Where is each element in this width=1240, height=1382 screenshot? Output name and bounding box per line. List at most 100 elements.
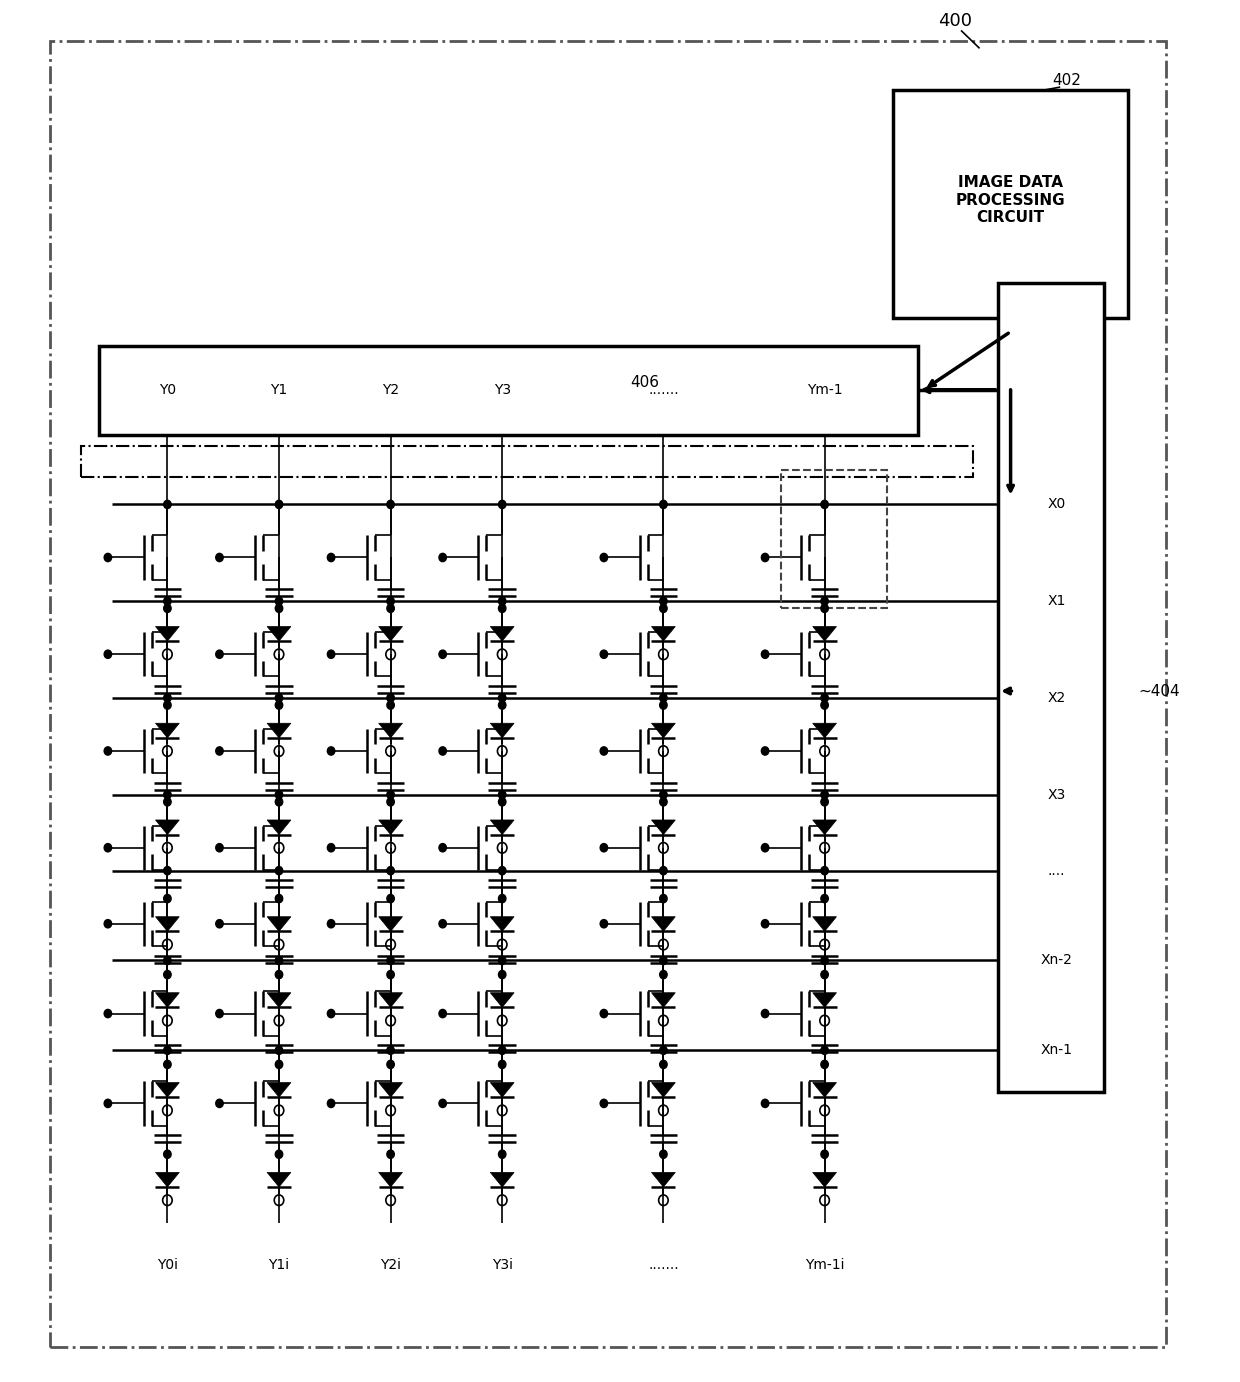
Polygon shape — [378, 992, 403, 1007]
Circle shape — [660, 597, 667, 605]
Polygon shape — [812, 1172, 837, 1187]
Circle shape — [660, 867, 667, 875]
Circle shape — [498, 604, 506, 612]
Circle shape — [439, 746, 446, 755]
Circle shape — [327, 1099, 335, 1107]
Polygon shape — [155, 1172, 180, 1187]
Circle shape — [164, 597, 171, 605]
Text: 406: 406 — [630, 376, 660, 390]
Text: Y2i: Y2i — [381, 1258, 401, 1271]
Circle shape — [275, 1046, 283, 1054]
Polygon shape — [155, 820, 180, 835]
Circle shape — [164, 956, 171, 965]
Circle shape — [821, 1060, 828, 1068]
Circle shape — [761, 843, 769, 851]
Circle shape — [164, 694, 171, 702]
Bar — [893, 90, 1128, 318]
Circle shape — [275, 694, 283, 702]
Circle shape — [275, 797, 283, 806]
Text: Xn-2: Xn-2 — [1040, 954, 1073, 967]
Circle shape — [821, 597, 828, 605]
Polygon shape — [490, 1082, 515, 1097]
Circle shape — [327, 843, 335, 851]
Polygon shape — [155, 992, 180, 1007]
Polygon shape — [378, 916, 403, 931]
Text: 402: 402 — [1052, 73, 1081, 87]
Text: Y3: Y3 — [494, 383, 511, 397]
Circle shape — [275, 791, 283, 799]
Text: Y3i: Y3i — [492, 1258, 512, 1271]
Circle shape — [660, 1150, 667, 1158]
Circle shape — [498, 694, 506, 702]
Circle shape — [104, 553, 112, 561]
Text: Xn-1: Xn-1 — [1040, 1043, 1073, 1057]
Circle shape — [387, 597, 394, 605]
Polygon shape — [651, 992, 676, 1007]
Circle shape — [216, 1009, 223, 1017]
Circle shape — [164, 701, 171, 709]
Text: Y0: Y0 — [159, 383, 176, 397]
Polygon shape — [155, 626, 180, 641]
Circle shape — [387, 970, 394, 978]
Polygon shape — [378, 820, 403, 835]
Polygon shape — [812, 626, 837, 641]
Circle shape — [660, 694, 667, 702]
Circle shape — [498, 701, 506, 709]
Circle shape — [660, 894, 667, 902]
Circle shape — [761, 1099, 769, 1107]
Polygon shape — [267, 916, 291, 931]
Text: .......: ....... — [649, 1258, 678, 1271]
Text: X3: X3 — [1048, 788, 1065, 802]
Circle shape — [104, 1009, 112, 1017]
Circle shape — [821, 894, 828, 902]
Text: X2: X2 — [1048, 691, 1065, 705]
Polygon shape — [490, 723, 515, 738]
Circle shape — [498, 1046, 506, 1054]
Polygon shape — [812, 820, 837, 835]
Circle shape — [164, 797, 171, 806]
Circle shape — [216, 919, 223, 927]
Polygon shape — [267, 626, 291, 641]
Circle shape — [327, 746, 335, 755]
Circle shape — [660, 1060, 667, 1068]
Circle shape — [439, 553, 446, 561]
Circle shape — [439, 650, 446, 658]
Circle shape — [387, 956, 394, 965]
Polygon shape — [267, 992, 291, 1007]
Circle shape — [498, 956, 506, 965]
Circle shape — [600, 553, 608, 561]
Circle shape — [821, 1046, 828, 1054]
Circle shape — [104, 919, 112, 927]
Text: X1: X1 — [1048, 594, 1065, 608]
Circle shape — [761, 1009, 769, 1017]
Circle shape — [387, 791, 394, 799]
Text: IMAGE DATA
PROCESSING
CIRCUIT: IMAGE DATA PROCESSING CIRCUIT — [956, 176, 1065, 225]
Polygon shape — [651, 723, 676, 738]
Polygon shape — [378, 723, 403, 738]
Circle shape — [327, 650, 335, 658]
Bar — [998, 283, 1104, 1092]
Circle shape — [164, 1046, 171, 1054]
Circle shape — [104, 843, 112, 851]
Circle shape — [387, 867, 394, 875]
Polygon shape — [812, 1082, 837, 1097]
Polygon shape — [490, 626, 515, 641]
Polygon shape — [378, 1082, 403, 1097]
Circle shape — [104, 746, 112, 755]
Polygon shape — [155, 723, 180, 738]
Circle shape — [104, 650, 112, 658]
Circle shape — [660, 791, 667, 799]
Circle shape — [164, 1060, 171, 1068]
Text: Y0i: Y0i — [157, 1258, 177, 1271]
Circle shape — [821, 956, 828, 965]
Circle shape — [660, 701, 667, 709]
Circle shape — [439, 1009, 446, 1017]
Bar — [81, 446, 973, 477]
Bar — [99, 346, 918, 435]
Circle shape — [821, 791, 828, 799]
Text: X0: X0 — [1048, 498, 1065, 511]
Circle shape — [216, 746, 223, 755]
Text: 400: 400 — [937, 11, 972, 30]
Circle shape — [387, 1150, 394, 1158]
Circle shape — [660, 797, 667, 806]
